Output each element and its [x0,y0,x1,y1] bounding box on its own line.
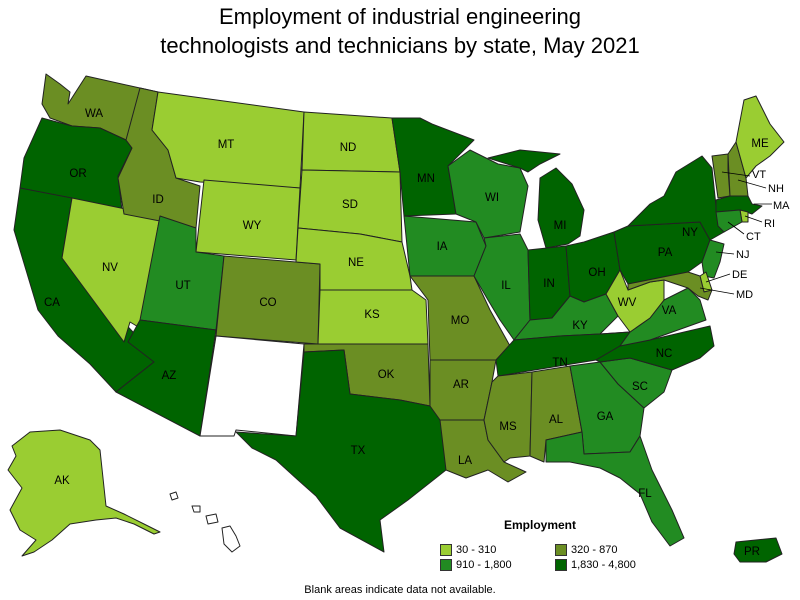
label-ID: ID [152,194,164,206]
state-CT[interactable] [715,209,743,233]
label-MI: MI [554,220,567,232]
label-AL: AL [549,414,564,426]
label-IA: IA [437,241,448,253]
label-MD: MD [736,289,753,301]
leader-nj [715,251,735,255]
label-NV: NV [102,262,118,274]
label-CA: CA [44,297,60,309]
label-SC: SC [632,381,648,393]
label-NC: NC [656,348,673,360]
state-MI[interactable] [487,149,585,249]
label-MN: MN [417,173,435,185]
legend-label-3: 910 - 1,800 [456,558,512,571]
label-KS: KS [364,309,380,321]
label-NJ: NJ [736,249,749,261]
state-PR[interactable] [733,537,783,563]
state-AK[interactable] [7,429,161,557]
legend-row-1: 30 - 310 320 - 870 [440,542,670,557]
legend-item-3: 910 - 1,800 [440,557,555,572]
label-ME: ME [751,138,769,150]
label-MO: MO [451,315,470,327]
title-line-2: technologists and technicians by state, … [160,33,640,58]
label-WI: WI [485,192,499,204]
label-LA: LA [458,455,472,467]
label-IN: IN [543,278,555,290]
legend-label-4: 1,830 - 4,800 [571,558,636,571]
label-GA: GA [597,411,614,423]
label-OK: OK [378,369,395,381]
leader-de [705,273,731,283]
label-NE: NE [348,257,364,269]
legend-swatch-2 [555,543,567,556]
map-title: Employment of industrial engineering tec… [0,2,800,60]
label-RI: RI [764,218,775,230]
label-NH: NH [768,183,784,195]
label-MT: MT [218,139,235,151]
label-NY: NY [682,227,698,239]
leader-nh [737,179,767,189]
state-TX[interactable] [235,349,447,553]
state-MD[interactable] [627,271,713,301]
label-AZ: AZ [162,370,177,382]
label-PR: PR [744,546,760,558]
leader-vt [721,171,751,177]
label-DE: DE [732,269,747,281]
title-line-1: Employment of industrial engineering [219,4,581,29]
leader-ri [744,215,763,223]
label-CO: CO [259,297,276,309]
state-AZ[interactable] [115,319,217,437]
label-PA: PA [658,247,673,259]
legend: Employment 30 - 310 320 - 870 910 - 1,80… [440,518,670,572]
label-SD: SD [342,199,358,211]
label-AR: AR [453,379,469,391]
state-labels: WA OR CA NV ID MT WY UT AZ CO ND SD NE K… [44,108,790,558]
label-MA: MA [773,200,790,212]
label-TX: TX [351,445,366,457]
state-NH[interactable] [727,141,749,197]
label-AK: AK [54,475,70,487]
label-ND: ND [340,142,357,154]
label-IL: IL [501,280,511,292]
legend-item-2: 320 - 870 [555,542,670,557]
label-KY: KY [572,320,588,332]
label-WA: WA [85,108,103,120]
label-VT: VT [752,169,766,181]
label-CT: CT [746,231,761,243]
label-TN: TN [552,357,567,369]
label-OR: OR [69,168,86,180]
state-KS[interactable] [317,289,429,345]
state-HI[interactable] [169,491,241,553]
legend-swatch-1 [440,543,452,556]
footnote: Blank areas indicate data not available. [304,584,496,596]
label-WY: WY [243,220,262,232]
legend-label-1: 30 - 310 [456,543,497,556]
state-WV[interactable] [605,269,665,333]
legend-swatch-3 [440,558,452,571]
label-MS: MS [499,421,517,433]
legend-label-2: 320 - 870 [571,543,618,556]
leader-md [699,287,735,295]
state-FL[interactable] [545,431,685,547]
label-WV: WV [618,297,637,309]
state-IL[interactable] [473,233,531,341]
leader-ct [727,221,745,235]
legend-item-4: 1,830 - 4,800 [555,557,670,572]
legend-swatch-4 [555,558,567,571]
state-ME[interactable] [735,95,785,179]
label-UT: UT [175,280,190,292]
legend-item-1: 30 - 310 [440,542,555,557]
label-OH: OH [588,267,605,279]
state-WI[interactable] [447,149,529,239]
legend-title: Employment [503,518,576,532]
state-NM[interactable] [199,335,305,437]
label-FL: FL [638,488,652,500]
label-VA: VA [662,305,677,317]
legend-row-2: 910 - 1,800 1,830 - 4,800 [440,557,670,572]
